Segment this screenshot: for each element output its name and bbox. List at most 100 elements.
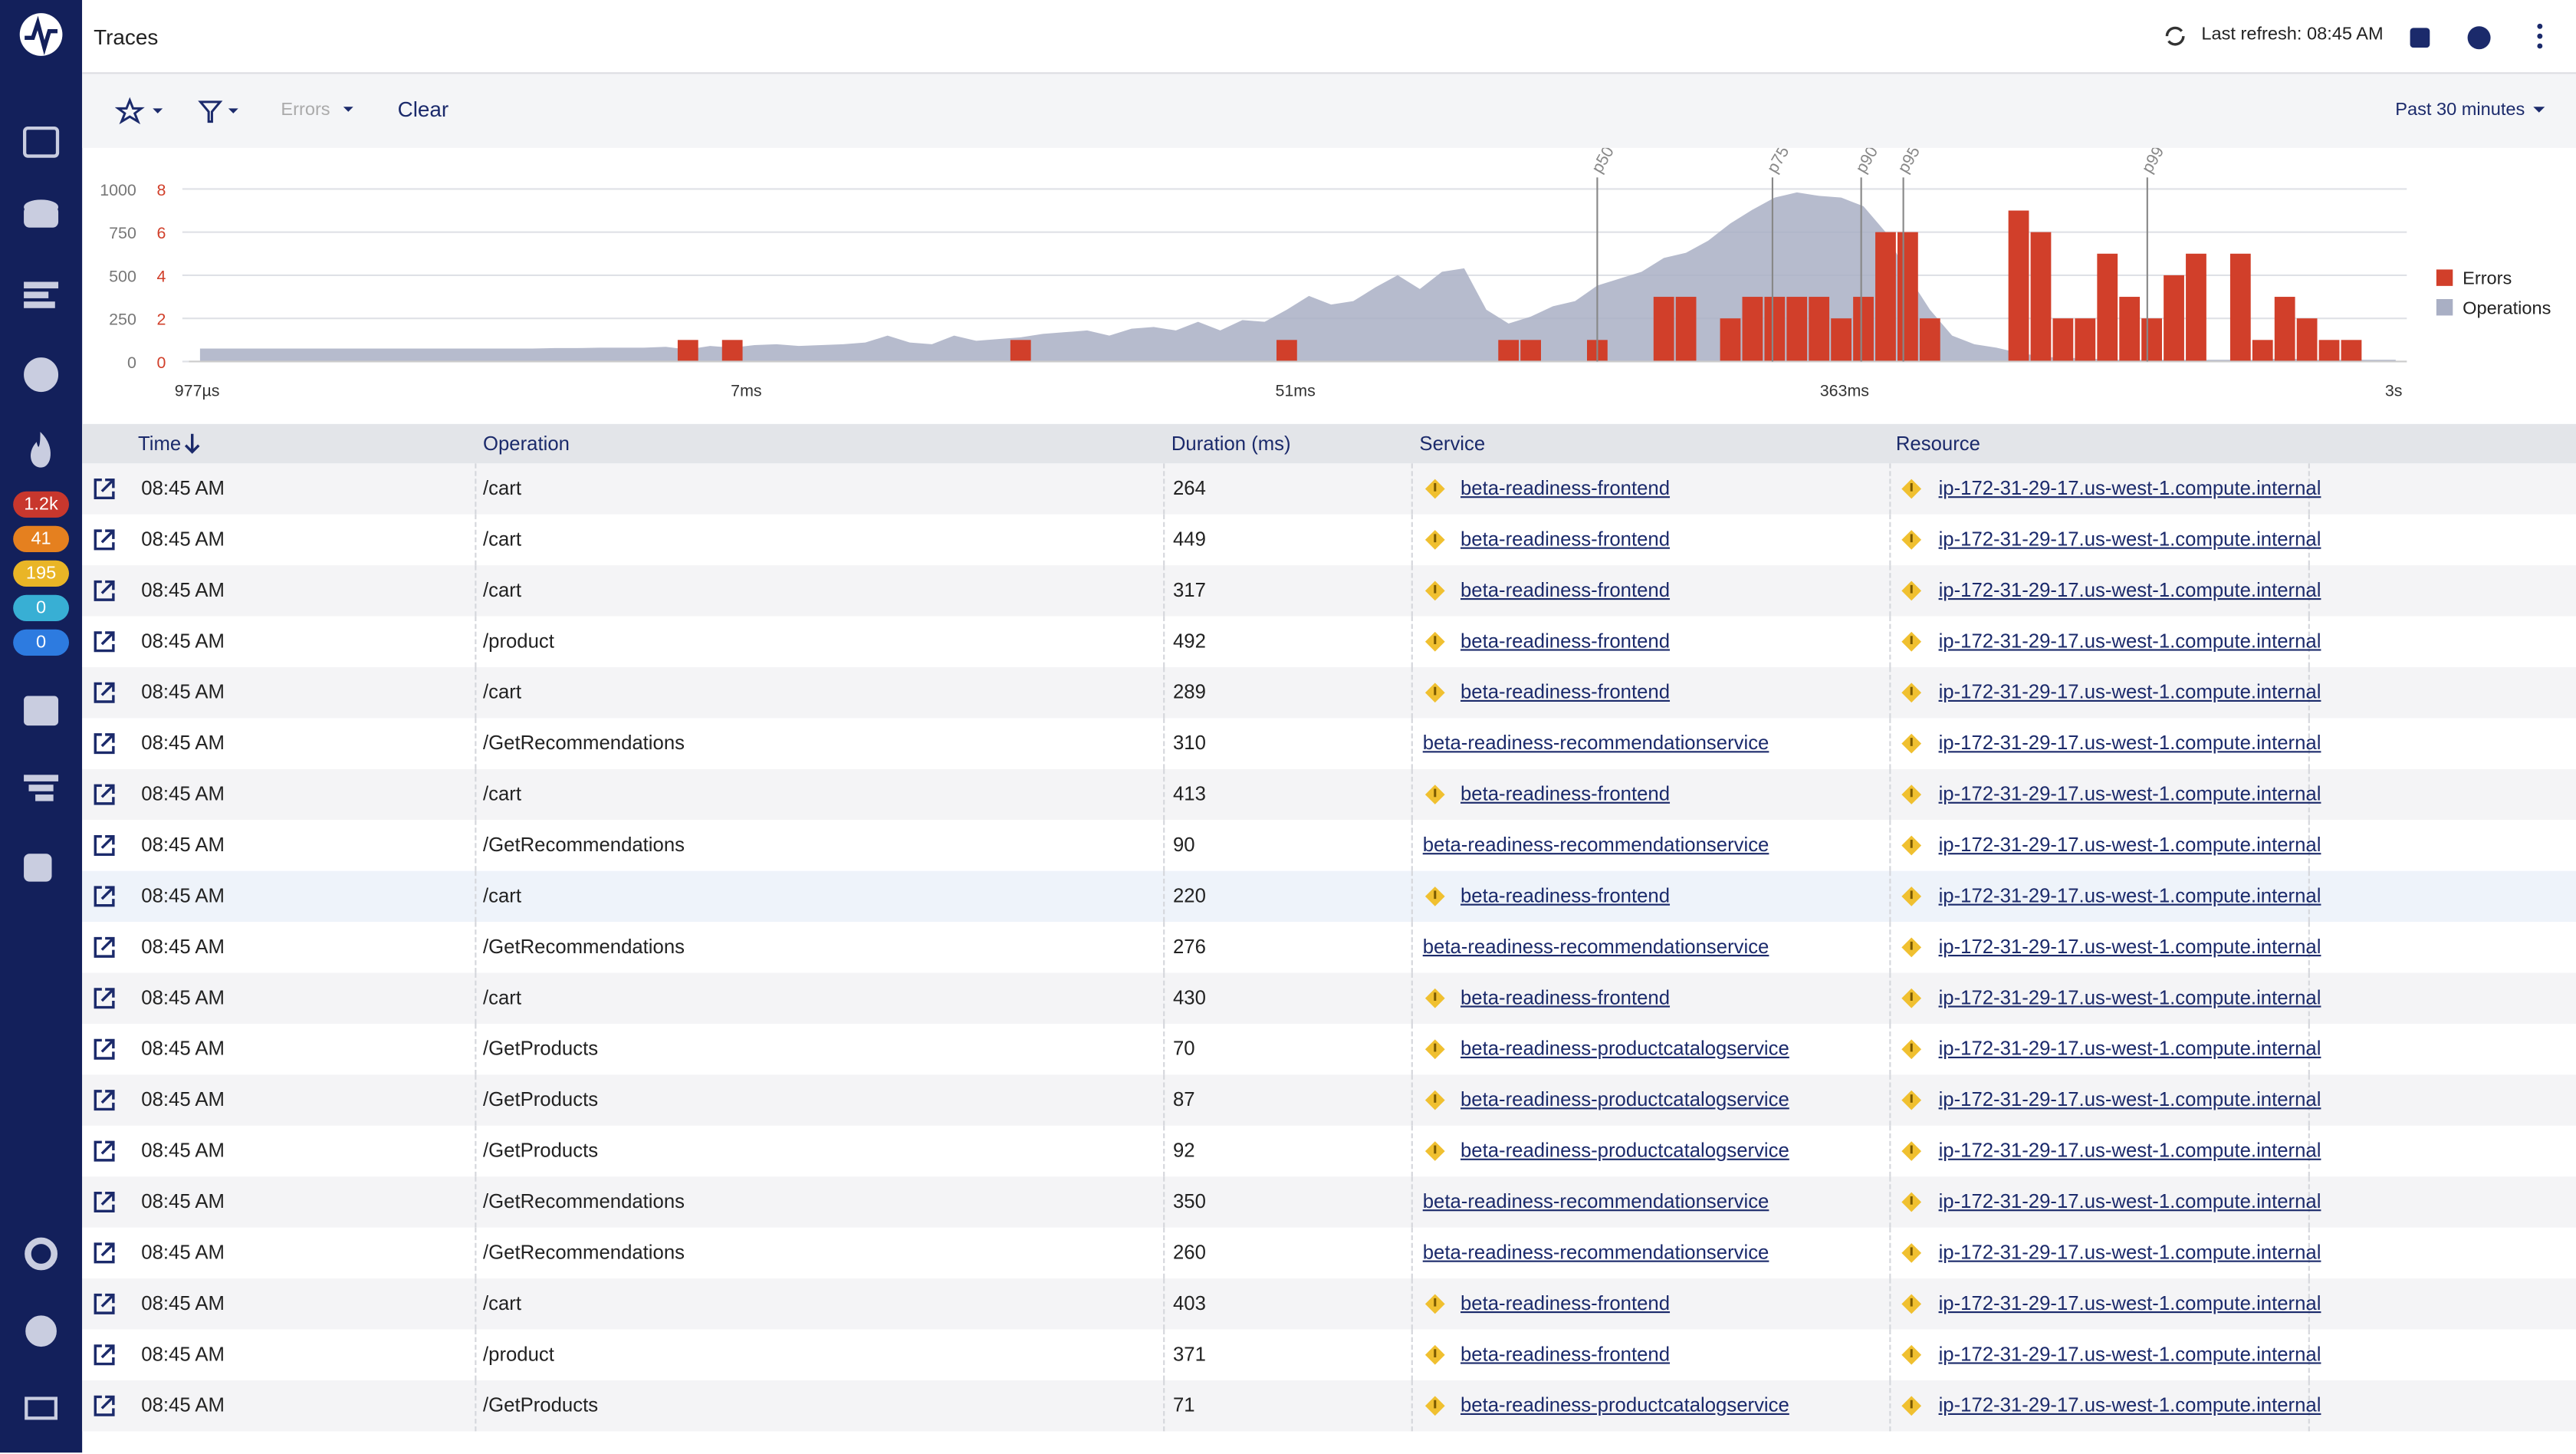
service-link[interactable]: beta-readiness-recommendationservice: [1422, 833, 1769, 857]
alert-badge[interactable]: 41: [13, 525, 70, 552]
table-row[interactable]: 08:45 AM/cart 317 beta-readiness-frontend i…: [82, 565, 2576, 617]
column-header[interactable]: Resource: [1895, 432, 1980, 456]
open-trace-icon[interactable]: [92, 732, 117, 756]
service-link[interactable]: beta-readiness-recommendationservice: [1422, 1240, 1769, 1264]
open-trace-icon[interactable]: [92, 578, 117, 603]
alert-badge[interactable]: 195: [13, 560, 70, 587]
table-row[interactable]: 08:45 AM/cart 449 beta-readiness-frontend i…: [82, 514, 2576, 566]
resource-link[interactable]: ip-172-31-29-17.us-west-1.compute.intern…: [1938, 1037, 2321, 1061]
table-row[interactable]: 08:45 AM/product 492 beta-readiness-fronte…: [82, 616, 2576, 667]
open-trace-icon[interactable]: [92, 1037, 117, 1061]
service-link[interactable]: beta-readiness-productcatalogservice: [1460, 1139, 1789, 1162]
open-trace-icon[interactable]: [92, 1393, 117, 1418]
help-icon[interactable]: [2467, 26, 2491, 50]
column-header[interactable]: Service: [1419, 432, 1486, 456]
resource-link[interactable]: ip-172-31-29-17.us-west-1.compute.intern…: [1938, 883, 2321, 907]
open-trace-icon[interactable]: [92, 680, 117, 705]
alert-badge[interactable]: 0: [13, 594, 70, 621]
open-trace-icon[interactable]: [92, 1088, 117, 1113]
settings-icon[interactable]: [25, 1237, 58, 1271]
table-row[interactable]: 08:45 AM/GetProducts 71 beta-readiness-pro…: [82, 1380, 2576, 1432]
service-link[interactable]: beta-readiness-recommendationservice: [1422, 731, 1769, 755]
service-link[interactable]: beta-readiness-frontend: [1460, 476, 1671, 500]
clear-button[interactable]: Clear: [397, 97, 449, 122]
table-row[interactable]: 08:45 AM/cart 264 beta-readiness-frontend i…: [82, 463, 2576, 515]
table-row[interactable]: 08:45 AM/cart 289 beta-readiness-frontend i…: [82, 667, 2576, 719]
resource-link[interactable]: ip-172-31-29-17.us-west-1.compute.intern…: [1938, 1291, 2321, 1315]
column-header[interactable]: Duration (ms): [1171, 432, 1291, 456]
open-trace-icon[interactable]: [92, 884, 117, 909]
open-trace-icon[interactable]: [92, 782, 117, 807]
table-row[interactable]: 08:45 AM/cart 430 beta-readiness-frontend i…: [82, 972, 2576, 1024]
table-row[interactable]: 08:45 AM/GetRecommendations 350 beta-readi…: [82, 1176, 2576, 1228]
service-link[interactable]: beta-readiness-productcatalogservice: [1460, 1087, 1789, 1111]
resource-link[interactable]: ip-172-31-29-17.us-west-1.compute.intern…: [1938, 935, 2321, 959]
service-link[interactable]: beta-readiness-recommendationservice: [1422, 1189, 1769, 1213]
nav-icon[interactable]: [24, 357, 59, 393]
table-row[interactable]: 08:45 AM/GetRecommendations 310 beta-readi…: [82, 718, 2576, 769]
table-row[interactable]: 08:45 AM/GetRecommendations 260 beta-readi…: [82, 1227, 2576, 1279]
service-link[interactable]: beta-readiness-frontend: [1460, 883, 1671, 907]
extensions-icon[interactable]: [2410, 28, 2430, 48]
service-link[interactable]: beta-readiness-productcatalogservice: [1460, 1037, 1789, 1061]
open-trace-icon[interactable]: [92, 833, 117, 857]
table-row[interactable]: 08:45 AM/cart 403 beta-readiness-frontend i…: [82, 1278, 2576, 1330]
legend-label[interactable]: Errors: [2463, 268, 2512, 288]
resource-link[interactable]: ip-172-31-29-17.us-west-1.compute.intern…: [1938, 629, 2321, 653]
table-row[interactable]: 08:45 AM/product 371 beta-readiness-fronte…: [82, 1329, 2576, 1380]
alert-badge[interactable]: 1.2k: [13, 491, 70, 518]
table-row[interactable]: 08:45 AM/GetRecommendations 276 beta-readi…: [82, 922, 2576, 973]
table-row[interactable]: 08:45 AM/GetProducts 70 beta-readiness-pro…: [82, 1024, 2576, 1075]
time-range[interactable]: Past 30 minutes: [2395, 100, 2525, 120]
menu-icon[interactable]: [2537, 23, 2543, 49]
resource-link[interactable]: ip-172-31-29-17.us-west-1.compute.intern…: [1938, 578, 2321, 602]
errors-filter[interactable]: Errors: [281, 100, 330, 120]
table-row[interactable]: 08:45 AM/GetProducts 87 beta-readiness-pro…: [82, 1074, 2576, 1126]
resource-link[interactable]: ip-172-31-29-17.us-west-1.compute.intern…: [1938, 1189, 2321, 1213]
open-trace-icon[interactable]: [92, 630, 117, 654]
open-trace-icon[interactable]: [92, 528, 117, 552]
resource-link[interactable]: ip-172-31-29-17.us-west-1.compute.intern…: [1938, 985, 2321, 1009]
resource-link[interactable]: ip-172-31-29-17.us-west-1.compute.intern…: [1938, 1240, 2321, 1264]
table-row[interactable]: 08:45 AM/GetRecommendations 90 beta-readin…: [82, 820, 2576, 871]
resource-link[interactable]: ip-172-31-29-17.us-west-1.compute.intern…: [1938, 731, 2321, 755]
resource-link[interactable]: ip-172-31-29-17.us-west-1.compute.intern…: [1938, 781, 2321, 805]
open-trace-icon[interactable]: [92, 986, 117, 1011]
legend-label[interactable]: Operations: [2463, 298, 2551, 317]
column-header[interactable]: Operation: [483, 432, 570, 456]
resource-link[interactable]: ip-172-31-29-17.us-west-1.compute.intern…: [1938, 527, 2321, 551]
user-icon[interactable]: [25, 1315, 57, 1347]
display-icon[interactable]: [25, 1396, 58, 1420]
resource-link[interactable]: ip-172-31-29-17.us-west-1.compute.intern…: [1938, 476, 2321, 500]
resource-link[interactable]: ip-172-31-29-17.us-west-1.compute.intern…: [1938, 1393, 2321, 1417]
column-header[interactable]: Time: [138, 432, 182, 456]
nav-icon[interactable]: [24, 696, 59, 726]
open-trace-icon[interactable]: [92, 1189, 117, 1214]
table-row[interactable]: 08:45 AM/cart 220 beta-readiness-frontend i…: [82, 870, 2576, 923]
service-link[interactable]: beta-readiness-productcatalogservice: [1460, 1393, 1789, 1417]
service-link[interactable]: beta-readiness-frontend: [1460, 578, 1671, 602]
nav-icon[interactable]: [22, 126, 60, 158]
open-trace-icon[interactable]: [92, 476, 117, 501]
open-trace-icon[interactable]: [92, 1291, 117, 1316]
filter-button[interactable]: [198, 100, 223, 123]
service-link[interactable]: beta-readiness-recommendationservice: [1422, 935, 1769, 959]
nav-icon[interactable]: [31, 432, 51, 468]
service-link[interactable]: beta-readiness-frontend: [1460, 1342, 1671, 1366]
service-link[interactable]: beta-readiness-frontend: [1460, 781, 1671, 805]
service-link[interactable]: beta-readiness-frontend: [1460, 680, 1671, 704]
resource-link[interactable]: ip-172-31-29-17.us-west-1.compute.intern…: [1938, 680, 2321, 704]
alert-badge[interactable]: 0: [13, 629, 70, 656]
service-link[interactable]: beta-readiness-frontend: [1460, 985, 1671, 1009]
open-trace-icon[interactable]: [92, 1139, 117, 1163]
open-trace-icon[interactable]: [92, 1241, 117, 1265]
table-row[interactable]: 08:45 AM/cart 413 beta-readiness-frontend i…: [82, 768, 2576, 821]
service-link[interactable]: beta-readiness-frontend: [1460, 1291, 1671, 1315]
favorites-button[interactable]: [115, 97, 145, 125]
resource-link[interactable]: ip-172-31-29-17.us-west-1.compute.intern…: [1938, 1087, 2321, 1111]
nav-icon[interactable]: [24, 775, 59, 781]
resource-link[interactable]: ip-172-31-29-17.us-west-1.compute.intern…: [1938, 1342, 2321, 1366]
service-link[interactable]: beta-readiness-frontend: [1460, 629, 1671, 653]
nav-icon[interactable]: [24, 854, 52, 882]
resource-link[interactable]: ip-172-31-29-17.us-west-1.compute.intern…: [1938, 1139, 2321, 1162]
